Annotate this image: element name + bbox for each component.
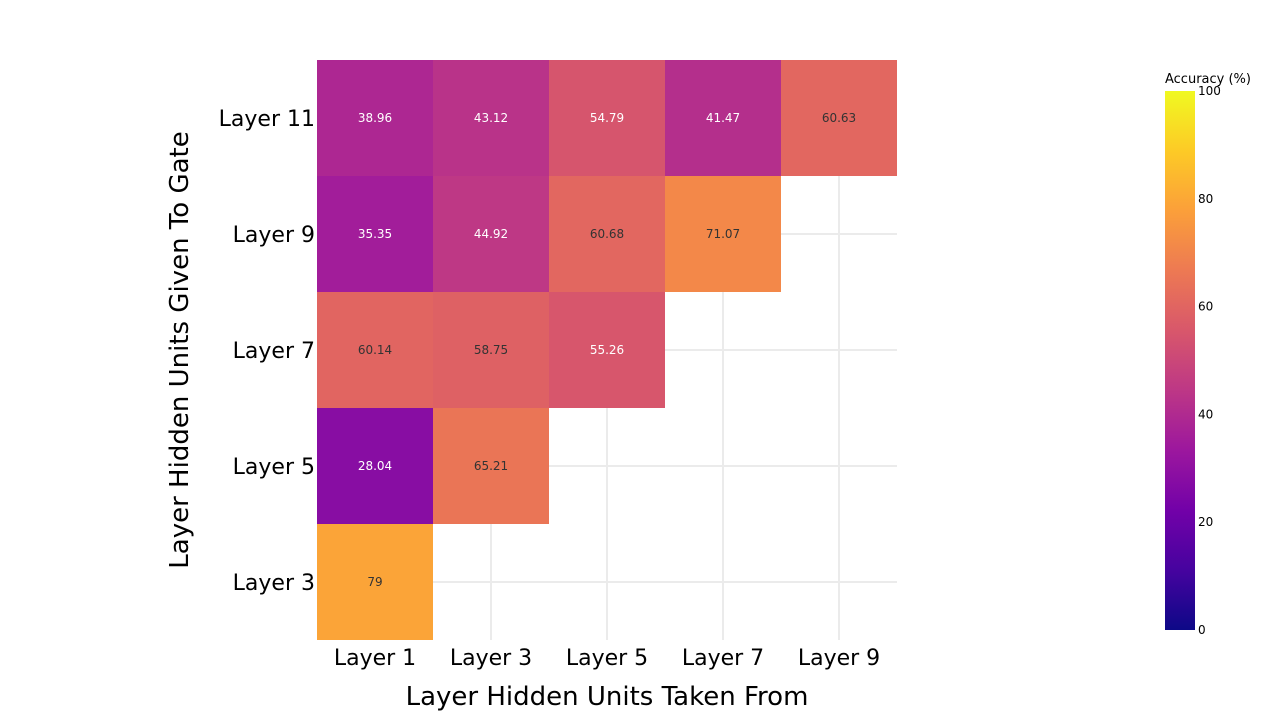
x-tick-label: Layer 5 [566, 646, 648, 671]
heatmap-cell [317, 176, 433, 292]
y-axis-title: Layer Hidden Units Given To Gate [165, 131, 195, 568]
y-tick-label: Layer 3 [233, 571, 315, 596]
heatmap-cell [549, 176, 665, 292]
cell-value-label: 71.07 [706, 227, 740, 241]
cell-value-label: 60.68 [590, 227, 624, 241]
heatmap-cell [549, 292, 665, 408]
cell-value-label: 79 [367, 575, 382, 589]
heatmap-cell [317, 408, 433, 524]
cell-value-label: 41.47 [706, 111, 740, 125]
x-axis-title: Layer Hidden Units Taken From [406, 682, 809, 712]
colorbar-title: Accuracy (%) [1165, 72, 1251, 87]
heatmap-cell [665, 60, 781, 176]
colorbar [1165, 91, 1195, 630]
colorbar-tick-label: 20 [1198, 515, 1213, 529]
heatmap-cell [317, 60, 433, 176]
colorbar-tick-label: 0 [1198, 623, 1206, 637]
y-axis-ticks: Layer 3 Layer 5 Layer 7 Layer 9 Layer 11 [219, 107, 315, 596]
y-tick-label: Layer 9 [233, 223, 315, 248]
colorbar-tick-label: 40 [1198, 407, 1213, 421]
cell-value-label: 55.26 [590, 343, 624, 357]
heatmap-cell [433, 176, 549, 292]
y-tick-label: Layer 5 [233, 455, 315, 480]
colorbar-tick-label: 80 [1198, 192, 1213, 206]
colorbar-ticks: 0 20 40 60 80 100 [1198, 84, 1221, 637]
cell-value-label: 60.63 [822, 111, 856, 125]
cell-value-label: 54.79 [590, 111, 624, 125]
x-tick-label: Layer 7 [682, 646, 764, 671]
heatmap-cell [433, 60, 549, 176]
cell-value-label: 60.14 [358, 343, 392, 357]
heatmap-cell [665, 176, 781, 292]
colorbar-tick-label: 60 [1198, 300, 1213, 314]
heatmap-cell [317, 524, 433, 640]
cell-value-label: 35.35 [358, 227, 392, 241]
heatmap-cells [317, 60, 897, 640]
heatmap-cell [433, 292, 549, 408]
cell-value-label: 28.04 [358, 459, 392, 473]
heatmap-cell [781, 60, 897, 176]
x-tick-label: Layer 3 [450, 646, 532, 671]
heatmap-cell [433, 408, 549, 524]
x-tick-label: Layer 9 [798, 646, 880, 671]
heatmap-cell [549, 60, 665, 176]
cell-value-label: 58.75 [474, 343, 508, 357]
colorbar-tick-label: 100 [1198, 84, 1221, 98]
x-axis-ticks: Layer 1 Layer 3 Layer 5 Layer 7 Layer 9 [334, 646, 880, 671]
cell-value-labels: 79 28.04 65.21 60.14 58.75 55.26 35.35 44.92 60.… [358, 111, 856, 589]
y-tick-label: Layer 11 [219, 107, 315, 132]
x-tick-label: Layer 1 [334, 646, 416, 671]
cell-value-label: 43.12 [474, 111, 508, 125]
cell-value-label: 65.21 [474, 459, 508, 473]
cell-value-label: 38.96 [358, 111, 392, 125]
heatmap-cell [317, 292, 433, 408]
cell-value-label: 44.92 [474, 227, 508, 241]
y-tick-label: Layer 7 [233, 339, 315, 364]
